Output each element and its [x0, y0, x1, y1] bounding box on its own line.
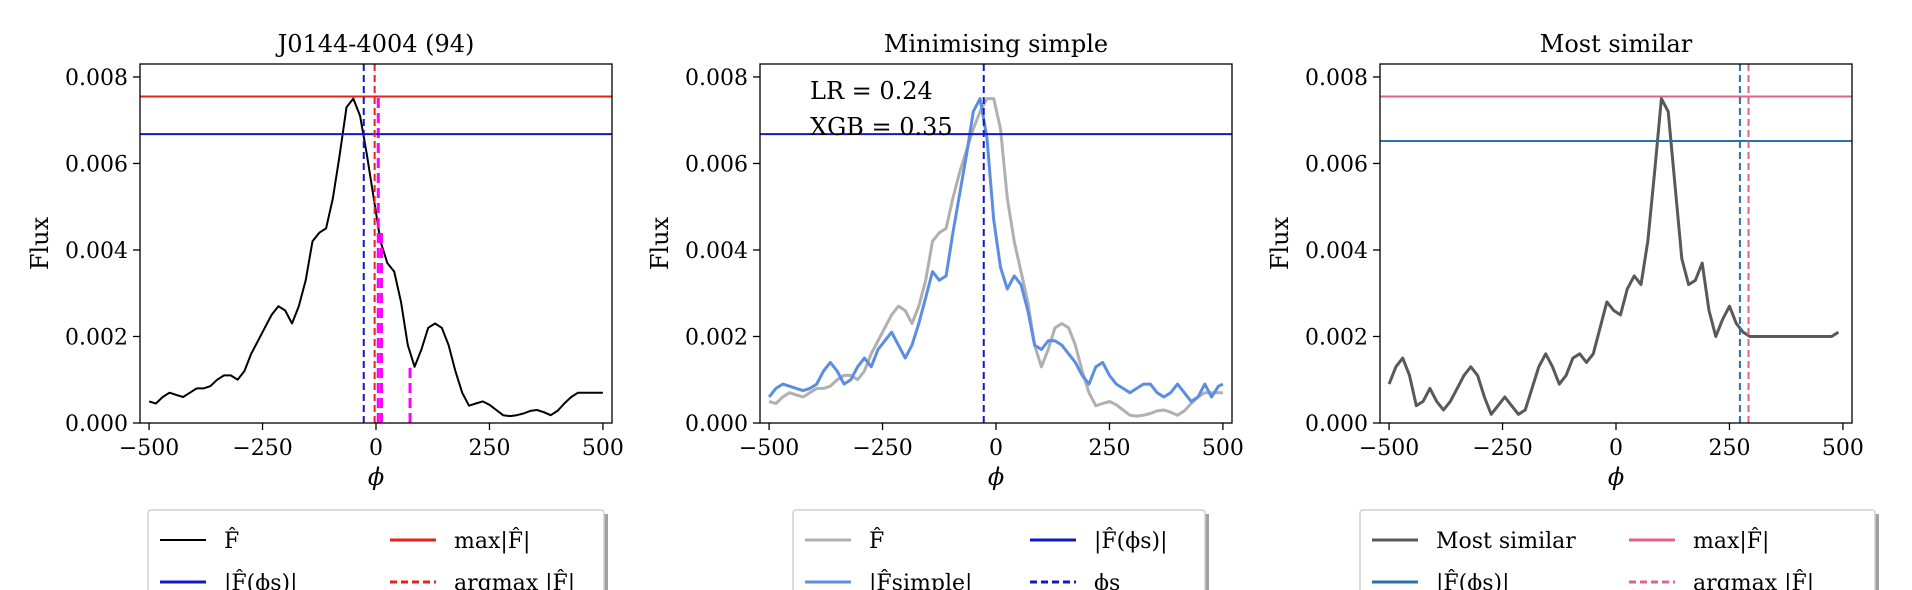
legend: F̂ |F̂(ϕs)| |F̂simple| ϕs — [792, 509, 1209, 590]
chart-panel-1: −500 −250 0 250 500 0.000 0.002 0.004 0.006 0.008… — [26, 30, 624, 590]
legend-label: |F̂(ϕs)| — [1094, 528, 1168, 554]
legend-label: |F̂(ϕs)| — [1436, 570, 1510, 590]
series-line-1 — [768, 97, 1223, 418]
y-tick-label: 0.006 — [65, 152, 128, 177]
legend: F̂ max|F̂| |F̂(ϕs)| argmax |F̂| — [147, 509, 608, 590]
legend: Most similar max|F̂| |F̂(ϕs)| argmax |F̂| — [1359, 509, 1879, 590]
x-tick-label: 0 — [369, 436, 383, 461]
legend-label: argmax |F̂| — [1693, 570, 1814, 590]
y-tick-label: 0.002 — [65, 325, 128, 350]
y-tick-label: 0.002 — [1305, 325, 1368, 350]
y-tick-label: 0.000 — [65, 412, 128, 437]
y-tick-label: 0.004 — [685, 239, 748, 264]
y-tick-label: 0.002 — [685, 325, 748, 350]
chart-title: Most similar — [1540, 30, 1693, 58]
series-line-2 — [767, 97, 1224, 403]
axes-frame — [139, 63, 613, 424]
y-tick-label: 0.000 — [685, 412, 748, 437]
y-tick-label: 0.008 — [1305, 66, 1368, 91]
legend-label: Most similar — [1436, 529, 1576, 554]
annotation: LR = 0.24 — [810, 77, 933, 105]
legend-label: |F̂simple| — [869, 570, 972, 590]
x-axis-label: ϕ — [988, 463, 1004, 491]
x-tick-label: −250 — [232, 436, 292, 461]
legend-label: F̂ — [224, 528, 239, 554]
x-tick-label: 250 — [1088, 436, 1130, 461]
plot-area — [140, 64, 612, 423]
plot-area — [1380, 64, 1852, 423]
y-tick-label: 0.006 — [1305, 152, 1368, 177]
y-axis-label: Flux — [26, 216, 54, 270]
series-line-1 — [148, 97, 603, 418]
x-tick-label: 0 — [989, 436, 1003, 461]
legend-label: F̂ — [869, 528, 884, 554]
x-tick-label: −250 — [852, 436, 912, 461]
x-axis-label: ϕ — [1608, 463, 1624, 491]
y-axis-label: Flux — [1266, 216, 1294, 270]
x-tick-label: 0 — [1609, 436, 1623, 461]
series-line-1 — [1387, 97, 1840, 416]
legend-box — [792, 509, 1206, 590]
annotation: XGB = 0.35 — [810, 113, 953, 141]
x-tick-label: 250 — [1708, 436, 1750, 461]
y-axis-label: Flux — [646, 216, 674, 270]
chart-title: Minimising simple — [884, 30, 1108, 58]
legend-label: |F̂(ϕs)| — [224, 570, 298, 590]
x-tick-label: 500 — [1202, 436, 1244, 461]
x-tick-label: −500 — [1359, 436, 1419, 461]
x-tick-label: 500 — [582, 436, 624, 461]
x-tick-label: −500 — [739, 436, 799, 461]
plot-area — [760, 64, 1232, 423]
chart-panel-3: −500 −250 0 250 500 0.000 0.002 0.004 0.006 0.008… — [1266, 30, 1879, 590]
legend-label: max|F̂| — [454, 528, 530, 554]
y-tick-label: 0.000 — [1305, 412, 1368, 437]
x-tick-label: −250 — [1472, 436, 1532, 461]
x-tick-label: −500 — [119, 436, 179, 461]
x-axis-label: ϕ — [368, 463, 384, 491]
legend-label: ϕs — [1094, 571, 1120, 590]
x-tick-label: 500 — [1822, 436, 1864, 461]
legend-box — [147, 509, 605, 590]
y-tick-label: 0.004 — [65, 239, 128, 264]
legend-box — [1359, 509, 1876, 590]
chart-title: J0144-4004 (94) — [275, 30, 475, 58]
chart-panel-2: −500 −250 0 250 500 0.000 0.002 0.004 0.006 0.008… — [646, 30, 1244, 590]
legend-label: argmax |F̂| — [454, 570, 575, 590]
y-tick-label: 0.008 — [685, 66, 748, 91]
legend-label: max|F̂| — [1693, 528, 1769, 554]
y-tick-label: 0.006 — [685, 152, 748, 177]
y-tick-label: 0.008 — [65, 66, 128, 91]
x-tick-label: 250 — [468, 436, 510, 461]
axes-frame — [1379, 63, 1853, 424]
y-tick-label: 0.004 — [1305, 239, 1368, 264]
